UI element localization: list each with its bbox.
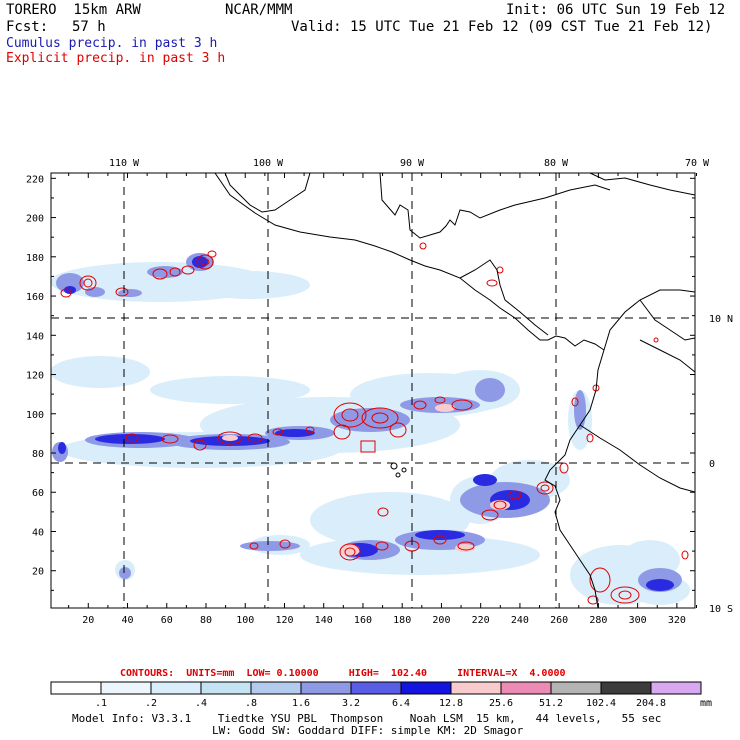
- colorbar-swatch: [250, 681, 302, 695]
- y-tick-label: 160: [26, 292, 44, 303]
- x-tick-label: 220: [472, 615, 490, 626]
- heavy-precip-areas: [58, 256, 674, 591]
- y-tick-label: 60: [32, 488, 44, 499]
- x-tick-label: 100: [236, 615, 254, 626]
- colorbar-labels: .1 .2 .4 .8 1.6 3.2 6.4 12.8 25.6 51.2 102.4 204.8: [95, 698, 666, 708]
- x-tick-label: 160: [354, 615, 372, 626]
- plot-frame: [50, 172, 696, 609]
- lon-label: 90 W: [400, 158, 425, 169]
- colorbar-label: 51.2: [539, 698, 563, 708]
- colorbar-label: 204.8: [636, 698, 666, 708]
- colorbar-swatch: [200, 681, 252, 695]
- colorbar-label: .2: [145, 698, 157, 708]
- x-tick-label: 200: [432, 615, 450, 626]
- lon-label: 100 W: [253, 158, 284, 169]
- colorbar-label: 3.2: [342, 698, 360, 708]
- lat-lon-grid: [51, 173, 695, 608]
- y-tick-label: 100: [26, 410, 44, 421]
- colorbar-swatch: [600, 681, 652, 695]
- colorbar: .1.2.4.8 1.6 3.2 6.4 12.8 25.6 51.2 102.4 204.8 …: [50, 681, 712, 708]
- y-tick-label: 80: [32, 449, 44, 460]
- x-tick-label: 40: [121, 615, 133, 626]
- colorbar-label: 102.4: [586, 698, 616, 708]
- physics-info: LW: Godd SW: Goddard DIFF: simple KM: 2D…: [212, 724, 524, 737]
- x-tick-label: 120: [275, 615, 293, 626]
- x-tick-label: 280: [589, 615, 607, 626]
- colorbar-label: .8: [245, 698, 257, 708]
- model-title: TORERO 15km ARW: [6, 2, 141, 18]
- lat-label: 10 S: [709, 604, 733, 615]
- forecast-hours: 57 h: [72, 19, 106, 35]
- y-tick-label: 200: [26, 214, 44, 225]
- lat-label: 10 N: [709, 314, 733, 325]
- y-tick-label: 120: [26, 371, 44, 382]
- precip-field: [51, 173, 695, 608]
- colorbar-boxes: [50, 681, 702, 695]
- colorbar-label: 12.8: [439, 698, 463, 708]
- explicit-legend-title: Explicit precip. in past 3 h: [6, 51, 226, 66]
- y-tick-label: 220: [26, 174, 44, 185]
- colorbar-swatch: [400, 681, 452, 695]
- x-tick-label: 180: [393, 615, 411, 626]
- colorbar-label: .1: [95, 698, 107, 708]
- colorbar-swatch: [650, 681, 702, 695]
- geo-labels: 110 W 100 W 90 W 80 W 70 W 10 N 0 10 S: [109, 158, 733, 615]
- x-tick-label: 60: [161, 615, 173, 626]
- center-label: NCAR/MMM: [225, 2, 293, 18]
- x-tick-label: 80: [200, 615, 212, 626]
- contours-info: CONTOURS: UNITS=mm LOW= 0.10000 HIGH= 10…: [120, 668, 566, 679]
- colorbar-swatch: [550, 681, 602, 695]
- colorbar-swatch: [50, 681, 102, 695]
- y-tick-label: 140: [26, 331, 44, 342]
- colorbar-swatch: [300, 681, 352, 695]
- coastlines: [214, 173, 695, 608]
- lon-label: 70 W: [685, 158, 710, 169]
- colorbar-swatch: [350, 681, 402, 695]
- lat-label: 0: [709, 459, 715, 470]
- colorbar-label: .4: [195, 698, 207, 708]
- y-tick-label: 40: [32, 527, 44, 538]
- x-tick-label: 300: [629, 615, 647, 626]
- colorbar-swatch: [100, 681, 152, 695]
- explicit-contours: [60, 242, 689, 605]
- colorbar-swatch: [150, 681, 202, 695]
- x-tick-label: 260: [550, 615, 568, 626]
- model-info: Model Info: V3.3.1 Tiedtke YSU PBL Thomp…: [72, 712, 662, 725]
- x-tick-label: 140: [315, 615, 333, 626]
- x-tick-label: 20: [82, 615, 94, 626]
- colorbar-label: 25.6: [489, 698, 513, 708]
- colorbar-unit: mm: [700, 698, 712, 708]
- forecast-label: Fcst:: [6, 19, 49, 35]
- colorbar-label: 1.6: [292, 698, 310, 708]
- x-tick-label: 240: [511, 615, 529, 626]
- cumulus-legend-title: Cumulus precip. in past 3 h: [6, 36, 218, 51]
- y-tick-label: 20: [32, 567, 44, 578]
- colorbar-swatch: [450, 681, 502, 695]
- colorbar-label: 6.4: [392, 698, 410, 708]
- axis-labels: 20 40 60 80 100 120 140 160 180 200 220 240 260 280 30…: [26, 174, 686, 626]
- axis-ticks: [51, 173, 697, 608]
- x-tick-label: 320: [668, 615, 686, 626]
- colorbar-swatch: [500, 681, 552, 695]
- lon-label: 80 W: [544, 158, 569, 169]
- valid-time: Valid: 15 UTC Tue 21 Feb 12 (09 CST Tue …: [291, 19, 713, 35]
- lon-label: 110 W: [109, 158, 140, 169]
- y-tick-label: 180: [26, 253, 44, 264]
- init-time: Init: 06 UTC Sun 19 Feb 12: [506, 2, 726, 18]
